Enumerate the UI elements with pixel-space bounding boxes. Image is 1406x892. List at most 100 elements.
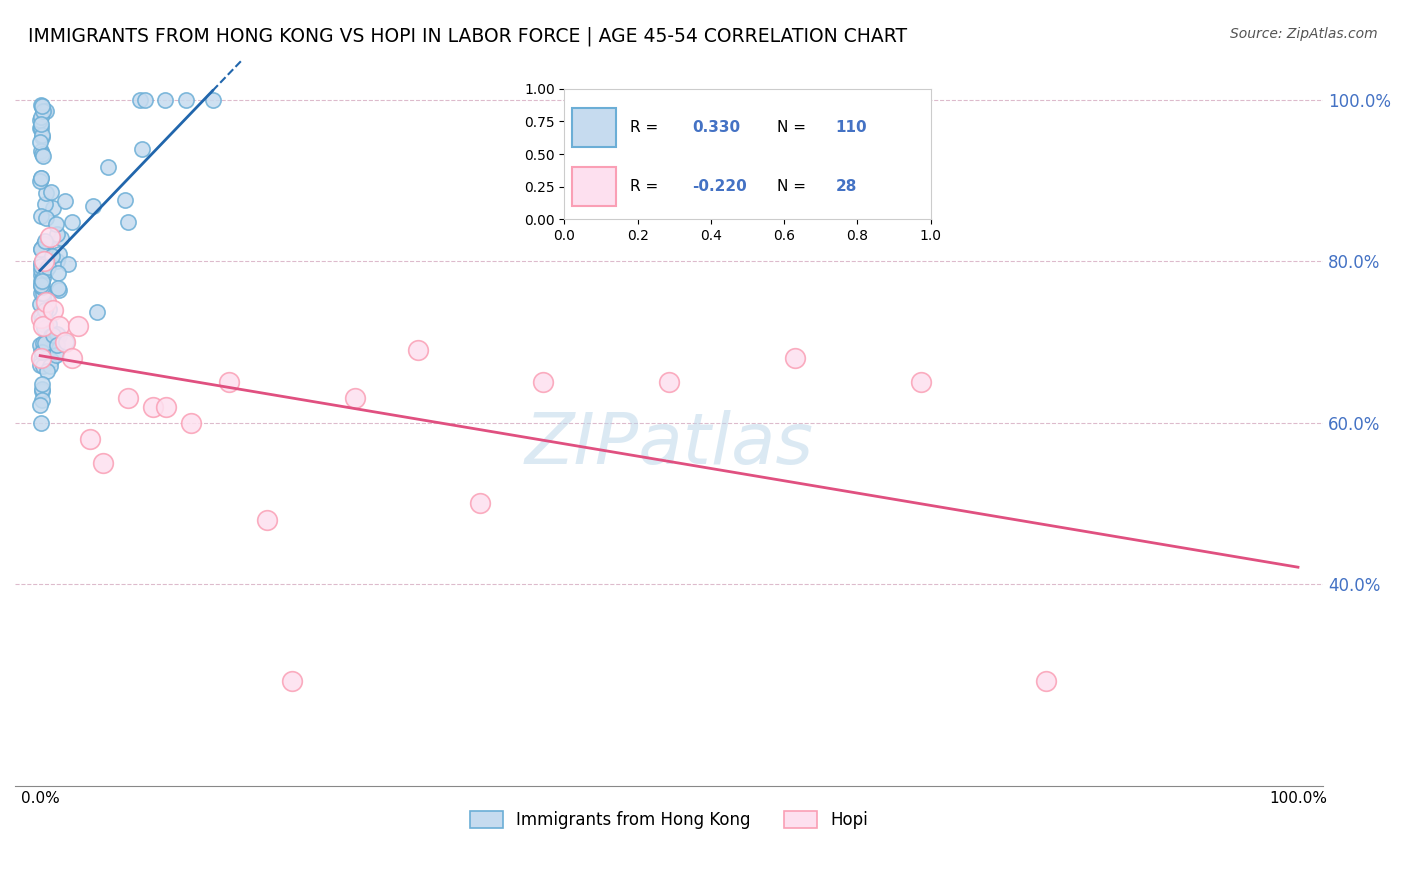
Point: [31, 242, 53, 256]
Point: [30, 359, 52, 373]
Text: Source: ZipAtlas.com: Source: ZipAtlas.com: [1230, 27, 1378, 41]
Point: [30, 344, 52, 359]
Point: [35, 263, 58, 277]
Point: [53, 194, 76, 208]
Point: [343, 392, 366, 406]
Point: [910, 376, 932, 390]
Point: [30, 338, 52, 352]
Point: [658, 376, 681, 390]
Point: [31, 318, 53, 333]
Point: [32, 359, 55, 373]
Point: [31, 280, 53, 294]
Point: [31, 275, 53, 289]
Point: [30, 243, 52, 257]
Point: [30, 274, 52, 288]
Point: [131, 142, 153, 156]
Point: [60, 351, 83, 366]
Point: [48, 283, 70, 297]
Point: [97, 160, 120, 174]
Point: [31, 345, 53, 359]
Point: [56, 257, 79, 271]
Point: [32, 236, 55, 251]
Point: [42, 334, 65, 348]
Point: [35, 364, 58, 378]
Point: [180, 416, 202, 430]
Point: [31, 274, 53, 288]
Point: [46, 266, 69, 280]
Point: [60, 215, 83, 229]
Point: [30, 268, 52, 282]
Point: [45, 217, 67, 231]
Point: [201, 93, 224, 107]
Point: [30, 110, 52, 124]
Point: [31, 147, 53, 161]
Point: [114, 193, 136, 207]
Point: [1035, 673, 1057, 688]
Point: [30, 174, 52, 188]
Point: [31, 128, 53, 143]
Point: [45, 348, 67, 362]
Point: [31, 130, 53, 145]
Point: [531, 376, 554, 390]
Point: [39, 185, 62, 199]
Point: [31, 377, 53, 392]
Point: [32, 318, 55, 332]
Point: [31, 384, 53, 398]
Point: [41, 249, 63, 263]
Point: [31, 149, 53, 163]
Point: [31, 275, 53, 289]
Point: [79, 432, 101, 446]
Point: [142, 400, 165, 414]
Text: IMMIGRANTS FROM HONG KONG VS HOPI IN LABOR FORCE | AGE 45-54 CORRELATION CHART: IMMIGRANTS FROM HONG KONG VS HOPI IN LAB…: [28, 27, 907, 46]
Point: [46, 337, 69, 351]
Point: [42, 327, 65, 342]
Point: [32, 301, 55, 316]
Point: [39, 230, 62, 244]
Point: [30, 98, 52, 112]
Point: [31, 99, 53, 113]
Point: [30, 144, 52, 158]
Point: [35, 294, 58, 309]
Point: [128, 93, 150, 107]
Point: [34, 303, 56, 318]
Point: [35, 236, 58, 251]
Point: [30, 352, 52, 367]
Point: [32, 103, 55, 118]
Point: [39, 329, 62, 343]
Point: [30, 256, 52, 270]
Point: [117, 392, 139, 406]
Point: [30, 296, 52, 310]
Point: [117, 215, 139, 229]
Point: [31, 281, 53, 295]
Point: [53, 334, 76, 349]
Point: [31, 100, 53, 114]
Point: [35, 211, 58, 226]
Point: [31, 104, 53, 119]
Point: [45, 326, 67, 341]
Point: [32, 254, 55, 268]
Point: [30, 117, 52, 131]
Point: [86, 305, 108, 319]
Point: [470, 496, 492, 510]
Point: [32, 336, 55, 351]
Point: [32, 300, 55, 314]
Point: [30, 263, 52, 277]
Point: [174, 93, 197, 107]
Legend: Immigrants from Hong Kong, Hopi: Immigrants from Hong Kong, Hopi: [463, 804, 875, 836]
Point: [34, 335, 56, 350]
Point: [30, 259, 52, 273]
Point: [153, 93, 176, 107]
Point: [34, 234, 56, 248]
Point: [48, 318, 70, 333]
Point: [30, 351, 52, 366]
Point: [30, 136, 52, 150]
Point: [82, 199, 104, 213]
Point: [42, 202, 65, 216]
Point: [38, 318, 60, 332]
Point: [30, 277, 52, 292]
Point: [783, 351, 806, 366]
Point: [38, 302, 60, 317]
Point: [32, 271, 55, 285]
Point: [30, 398, 52, 412]
Point: [32, 285, 55, 300]
